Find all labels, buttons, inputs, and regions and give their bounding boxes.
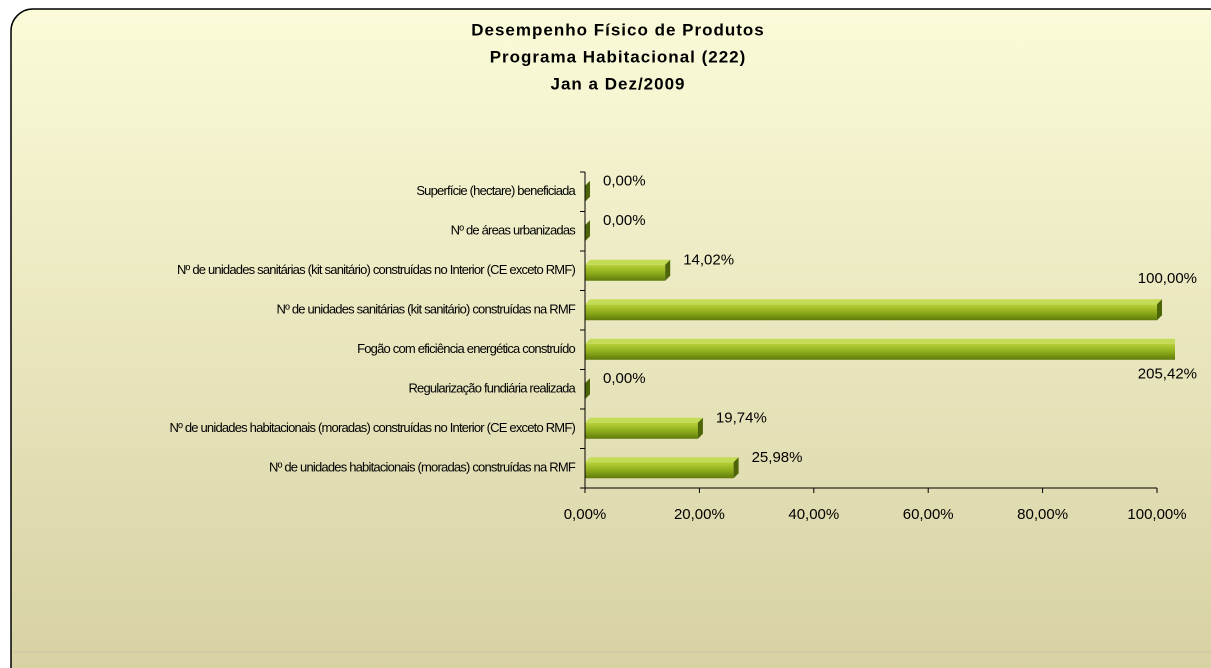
- plot-area: [585, 180, 1175, 479]
- data-label: 19,74%: [716, 410, 767, 427]
- chart-title: Jan a Dez/2009: [551, 74, 686, 93]
- bar-top: [585, 457, 739, 463]
- category-label: Nº de áreas urbanizadas: [451, 223, 577, 238]
- x-tick-label: 100,00%: [1127, 506, 1186, 523]
- category-label: Nº de unidades habitacionais (moradas) c…: [269, 460, 576, 475]
- bar: [585, 338, 1175, 360]
- category-label: Fogão com eficiência energética construí…: [357, 341, 575, 356]
- data-label: 100,00%: [1138, 270, 1197, 287]
- bar: [585, 299, 1162, 321]
- bar-top: [585, 259, 671, 265]
- category-label: Nº de unidades sanitárias (kit sanitário…: [177, 262, 575, 277]
- bar-top: [585, 417, 703, 423]
- x-tick-label: 80,00%: [1017, 506, 1068, 523]
- chart-title: Programa Habitacional (222): [490, 47, 747, 66]
- bar-front: [585, 304, 1157, 321]
- bar-side: [697, 417, 703, 439]
- bar: [585, 220, 590, 242]
- x-tick-label: 40,00%: [788, 506, 839, 523]
- bar-side: [585, 378, 590, 400]
- bar-top: [585, 338, 1175, 344]
- chart-background: [10, 8, 1211, 668]
- category-label: Nº de unidades sanitárias (kit sanitário…: [276, 302, 575, 317]
- x-tick-label: 60,00%: [903, 506, 954, 523]
- data-label: 205,42%: [1138, 366, 1197, 383]
- bar-side: [585, 220, 590, 242]
- bar: [585, 259, 671, 281]
- bar: [585, 457, 739, 479]
- data-label: 25,98%: [752, 449, 803, 466]
- bar-front: [585, 264, 666, 281]
- x-tick-label: 20,00%: [674, 506, 725, 523]
- bar-top: [585, 299, 1162, 305]
- data-label: 14,02%: [683, 252, 734, 269]
- bar-side: [665, 259, 671, 281]
- bar: [585, 180, 590, 202]
- category-label: Superfície (hectare) beneficiada: [416, 183, 576, 198]
- bar-front: [585, 422, 698, 439]
- bar-side: [733, 457, 739, 479]
- bar-side: [1157, 299, 1162, 321]
- bar: [585, 378, 590, 400]
- category-label: Nº de unidades habitacionais (moradas) c…: [169, 420, 575, 435]
- chart-title: Desempenho Físico de Produtos: [471, 20, 765, 39]
- bar-front: [585, 462, 734, 479]
- data-label: 0,00%: [603, 173, 646, 190]
- bar-side: [585, 180, 590, 202]
- bar: [585, 417, 703, 439]
- x-tick-label: 0,00%: [564, 506, 607, 523]
- bar-front: [585, 343, 1175, 360]
- data-label: 0,00%: [603, 212, 646, 229]
- category-label: Regularização fundiária realizada: [408, 381, 576, 396]
- data-label: 0,00%: [603, 370, 646, 387]
